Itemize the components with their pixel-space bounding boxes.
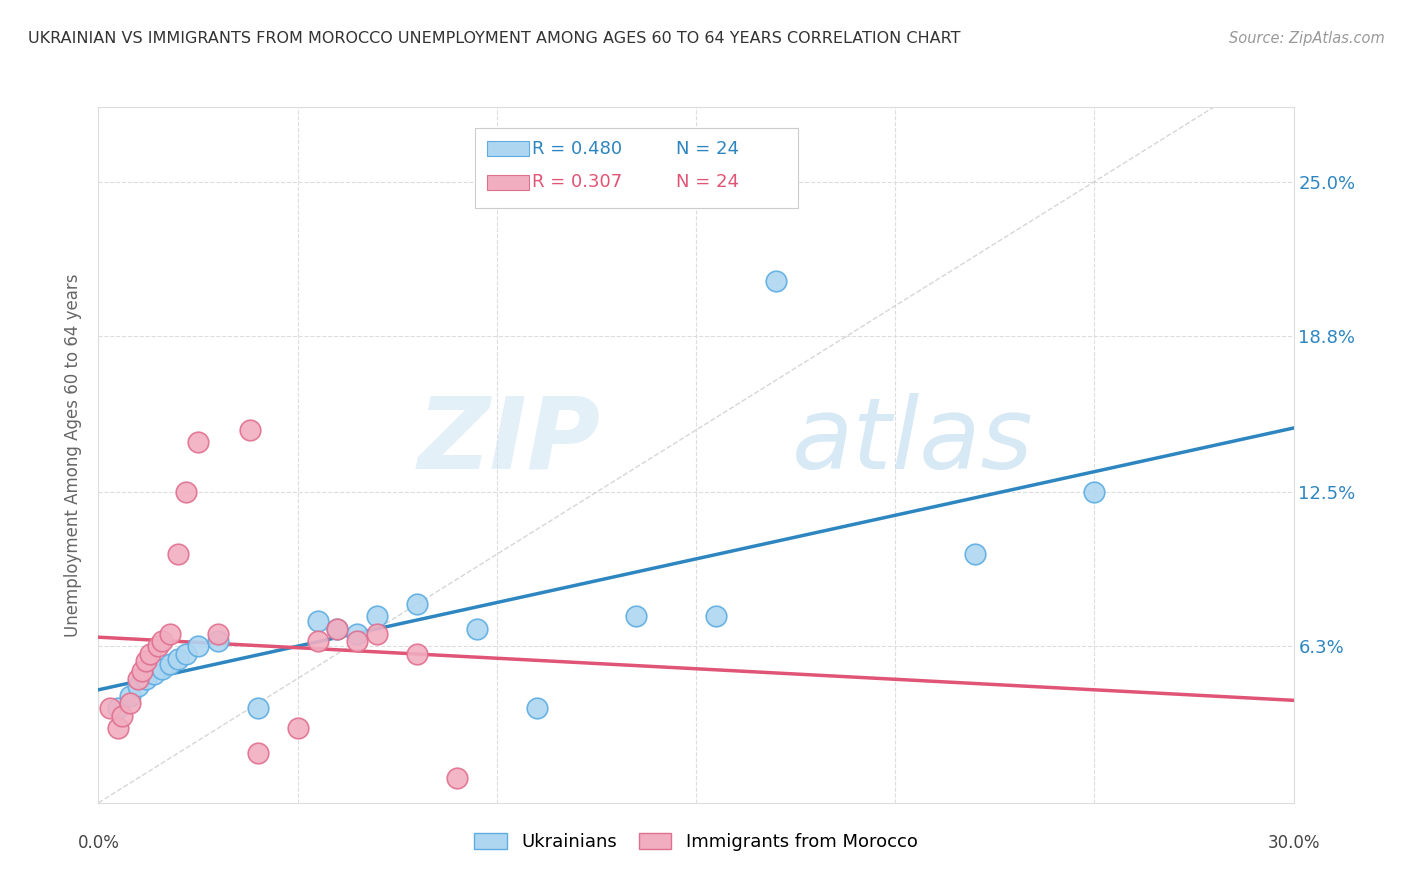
Point	[704, 609, 727, 624]
Text: 0.0%: 0.0%	[77, 833, 120, 852]
Point	[446, 771, 468, 785]
Point	[307, 634, 329, 648]
Point	[187, 435, 209, 450]
Point	[127, 679, 149, 693]
Point	[366, 627, 388, 641]
Point	[127, 672, 149, 686]
Text: R = 0.307: R = 0.307	[533, 173, 623, 191]
Point	[150, 662, 173, 676]
Point	[465, 622, 488, 636]
Point	[406, 647, 429, 661]
Point	[346, 627, 368, 641]
Point	[1083, 485, 1105, 500]
Point	[167, 547, 190, 561]
Point	[307, 615, 329, 629]
Text: Source: ZipAtlas.com: Source: ZipAtlas.com	[1229, 31, 1385, 46]
Text: R = 0.480: R = 0.480	[533, 140, 623, 158]
Point	[765, 274, 787, 288]
Point	[143, 666, 166, 681]
Point	[107, 701, 129, 715]
Point	[174, 485, 197, 500]
Point	[135, 654, 157, 668]
Point	[120, 697, 142, 711]
Text: 30.0%: 30.0%	[1267, 833, 1320, 852]
Text: atlas: atlas	[792, 392, 1033, 490]
Point	[159, 627, 181, 641]
Text: N = 24: N = 24	[676, 140, 738, 158]
Text: UKRAINIAN VS IMMIGRANTS FROM MOROCCO UNEMPLOYMENT AMONG AGES 60 TO 64 YEARS CORR: UKRAINIAN VS IMMIGRANTS FROM MOROCCO UNE…	[28, 31, 960, 46]
FancyBboxPatch shape	[486, 175, 529, 190]
Point	[287, 721, 309, 735]
Point	[406, 597, 429, 611]
Text: ZIP: ZIP	[418, 392, 600, 490]
Point	[111, 708, 134, 723]
Point	[526, 701, 548, 715]
Point	[207, 634, 229, 648]
Point	[246, 746, 269, 760]
Point	[148, 639, 170, 653]
FancyBboxPatch shape	[486, 141, 529, 156]
Point	[120, 689, 142, 703]
Point	[135, 672, 157, 686]
Point	[167, 651, 190, 665]
Point	[346, 634, 368, 648]
Point	[239, 423, 262, 437]
Point	[366, 609, 388, 624]
Text: N = 24: N = 24	[676, 173, 738, 191]
Point	[174, 647, 197, 661]
Point	[159, 657, 181, 671]
Point	[98, 701, 122, 715]
Point	[626, 609, 648, 624]
Point	[963, 547, 986, 561]
Point	[326, 622, 349, 636]
FancyBboxPatch shape	[475, 128, 797, 208]
Point	[187, 639, 209, 653]
Point	[131, 664, 153, 678]
Point	[150, 634, 173, 648]
Point	[246, 701, 269, 715]
Y-axis label: Unemployment Among Ages 60 to 64 years: Unemployment Among Ages 60 to 64 years	[65, 273, 83, 637]
Point	[139, 647, 162, 661]
Legend: Ukrainians, Immigrants from Morocco: Ukrainians, Immigrants from Morocco	[465, 823, 927, 860]
Point	[326, 622, 349, 636]
Point	[107, 721, 129, 735]
Point	[207, 627, 229, 641]
